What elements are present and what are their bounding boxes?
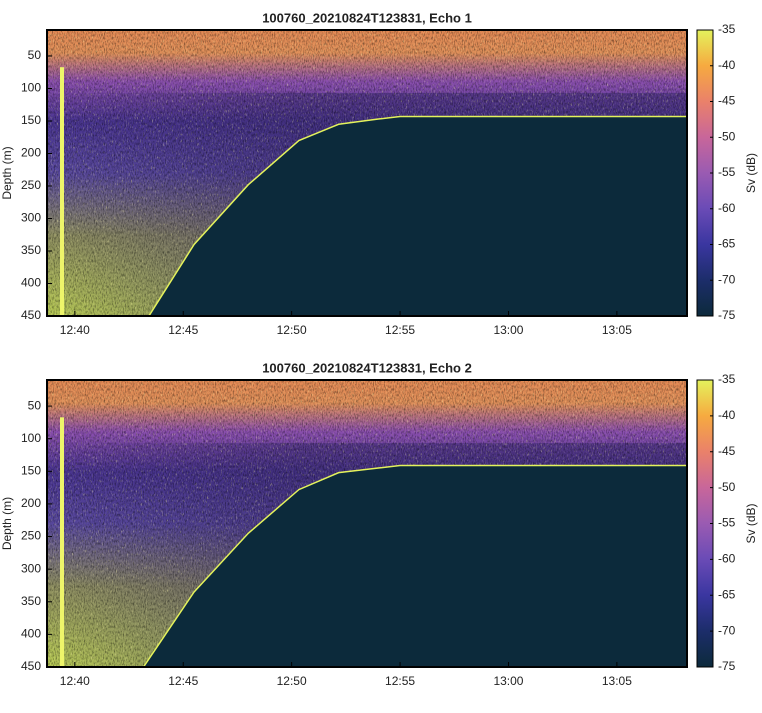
x-tick-label: 13:00 bbox=[493, 323, 523, 337]
cbar-label: Sv (dB) bbox=[744, 153, 758, 193]
cbar-tick-label: -60 bbox=[718, 552, 736, 566]
seafloor-edge bbox=[148, 115, 687, 316]
x-tick-label: 13:00 bbox=[493, 674, 523, 688]
x-tick-label: 13:05 bbox=[602, 323, 632, 337]
x-tick-label: 12:55 bbox=[385, 323, 415, 337]
plot-area bbox=[47, 380, 687, 667]
chart-title: 100760_20210824T123831, Echo 2 bbox=[262, 360, 472, 375]
y-axis-label: Depth (m) bbox=[0, 497, 14, 550]
vertical-streak bbox=[60, 417, 64, 667]
y-axis-label: Depth (m) bbox=[0, 146, 14, 199]
y-tick-label: 350 bbox=[21, 243, 41, 257]
x-tick-label: 12:50 bbox=[277, 323, 307, 337]
panel: 100760_20210824T123831, Echo 1 50 100 150 20… bbox=[0, 10, 758, 337]
y-tick-label: 400 bbox=[21, 627, 41, 641]
seafloor bbox=[143, 465, 687, 667]
plot-area bbox=[47, 30, 687, 316]
x-tick-label: 12:50 bbox=[277, 674, 307, 688]
y-tick-label: 100 bbox=[21, 431, 41, 445]
y-tick-label: 200 bbox=[21, 496, 41, 510]
y-tick-label: 300 bbox=[21, 561, 41, 575]
y-tick-label: 350 bbox=[21, 594, 41, 608]
plot-frame bbox=[46, 379, 688, 668]
y-tick-label: 450 bbox=[21, 659, 41, 673]
cbar-tick-label: -60 bbox=[718, 201, 736, 215]
panel: 100760_20210824T123831, Echo 2 50 100 150 20… bbox=[0, 360, 758, 688]
plot-frame bbox=[46, 29, 688, 317]
x-tick-label: 12:40 bbox=[60, 323, 90, 337]
y-tick-label: 50 bbox=[28, 48, 42, 62]
y-tick-label: 100 bbox=[21, 81, 41, 95]
cbar-tick-label: -55 bbox=[718, 516, 736, 530]
cbar-tick-label: -75 bbox=[718, 659, 736, 673]
cbar-tick-label: -40 bbox=[718, 408, 736, 422]
x-tick-label: 13:05 bbox=[602, 674, 632, 688]
cbar-tick-label: -50 bbox=[718, 480, 736, 494]
vertical-streak bbox=[60, 67, 64, 316]
x-tick-label: 12:45 bbox=[168, 674, 198, 688]
y-tick-label: 250 bbox=[21, 178, 41, 192]
y-tick-label: 300 bbox=[21, 211, 41, 225]
x-tick-label: 12:55 bbox=[385, 674, 415, 688]
y-tick-label: 450 bbox=[21, 308, 41, 322]
x-tick-label: 12:45 bbox=[168, 323, 198, 337]
cbar-tick-label: -45 bbox=[718, 444, 736, 458]
cbar-tick-label: -35 bbox=[718, 22, 736, 36]
x-tick-label: 12:40 bbox=[60, 674, 90, 688]
cbar-tick-label: -70 bbox=[718, 623, 736, 637]
cbar-tick-label: -45 bbox=[718, 94, 736, 108]
cbar-tick-label: -65 bbox=[718, 587, 736, 601]
cbar-tick-label: -70 bbox=[718, 272, 736, 286]
y-tick-label: 200 bbox=[21, 146, 41, 160]
cbar-label: Sv (dB) bbox=[744, 503, 758, 543]
chart-title: 100760_20210824T123831, Echo 1 bbox=[262, 10, 472, 25]
seafloor-edge bbox=[142, 464, 687, 667]
cbar-tick-label: -35 bbox=[718, 372, 736, 386]
y-tick-label: 150 bbox=[21, 463, 41, 477]
cbar-tick-label: -75 bbox=[718, 308, 736, 322]
y-tick-label: 150 bbox=[21, 113, 41, 127]
seafloor bbox=[148, 116, 687, 316]
cbar-tick-label: -55 bbox=[718, 165, 736, 179]
cbar-tick-label: -50 bbox=[718, 129, 736, 143]
y-tick-label: 400 bbox=[21, 276, 41, 290]
cbar-tick-label: -40 bbox=[718, 58, 736, 72]
y-tick-label: 50 bbox=[28, 398, 42, 412]
cbar-tick-label: -65 bbox=[718, 237, 736, 251]
y-tick-label: 250 bbox=[21, 529, 41, 543]
